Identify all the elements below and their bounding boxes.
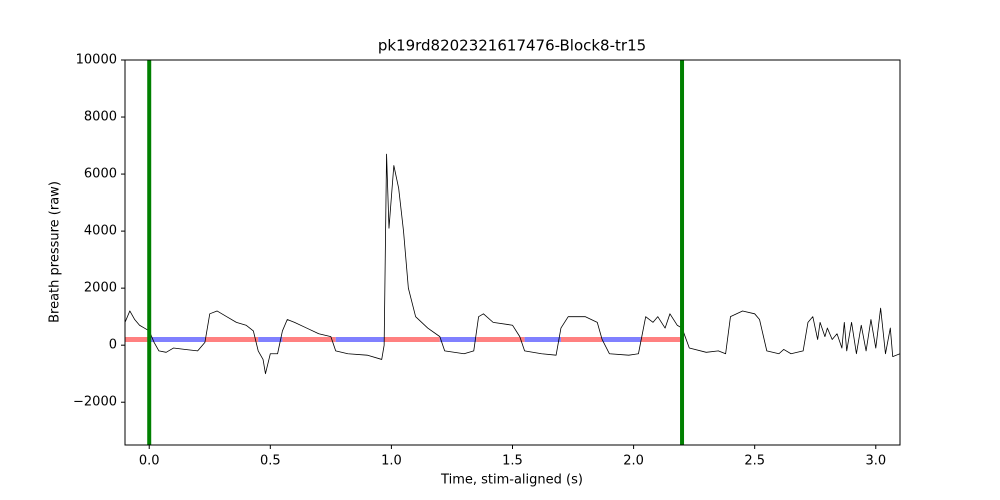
x-tick-label: 1.5 xyxy=(502,454,523,469)
y-axis-label: Breath pressure (raw) xyxy=(48,181,63,323)
x-axis-label: Time, stim-aligned (s) xyxy=(440,473,583,488)
y-tick-label: −2000 xyxy=(73,395,117,410)
y-tick-label: 4000 xyxy=(84,224,117,239)
x-tick-label: 3.0 xyxy=(865,454,886,469)
y-tick-label: 2000 xyxy=(84,281,117,296)
plot-frame xyxy=(124,59,901,446)
y-tick-label: 0 xyxy=(109,338,117,353)
x-tick-label: 2.0 xyxy=(623,454,644,469)
x-tick-label: 2.5 xyxy=(744,454,765,469)
chart-title: pk19rd8202321617476-Block8-tr15 xyxy=(378,37,646,55)
y-tick-label: 10000 xyxy=(76,53,117,68)
x-tick-label: 0.5 xyxy=(260,454,281,469)
x-tick-label: 1.0 xyxy=(381,454,402,469)
x-tick-label: 0.0 xyxy=(139,454,160,469)
y-tick-label: 8000 xyxy=(84,110,117,125)
series-line xyxy=(125,153,900,375)
y-tick-label: 6000 xyxy=(84,167,117,182)
